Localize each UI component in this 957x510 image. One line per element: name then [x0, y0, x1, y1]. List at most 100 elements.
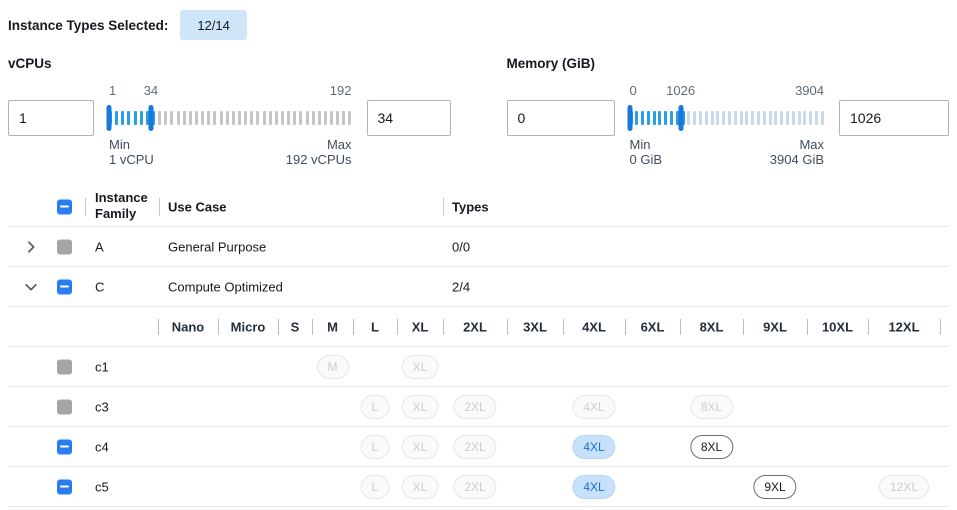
slider-tick — [219, 111, 223, 125]
slider-tick — [768, 111, 772, 125]
instance-checkbox-c1 — [57, 359, 72, 374]
slider-tick — [786, 111, 790, 125]
size-pill-c3-xl: XL — [401, 394, 439, 419]
size-pill-c5-l: L — [360, 474, 390, 499]
size-column-header-3xl: 3XL — [523, 319, 547, 334]
instance-checkbox-c5[interactable] — [57, 479, 72, 494]
slider-tick — [646, 111, 650, 125]
slider-tick — [164, 111, 168, 125]
size-column-header-8xl: 8XL — [699, 319, 724, 334]
slider-tick — [757, 111, 761, 125]
instance-row-c3: c3 L XL 2XL 4XL 8XL — [8, 387, 949, 427]
slider-tick — [710, 111, 714, 125]
vcpus-slider-labels: 1 34 192 — [109, 80, 352, 100]
size-pill-c4-8xl[interactable]: 8XL — [689, 434, 734, 459]
expand-chevron-icon[interactable] — [22, 238, 40, 256]
vcpus-max-input[interactable] — [366, 100, 451, 136]
slider-handle-min[interactable] — [627, 105, 632, 131]
filters-section: vCPUs 1 34 192 Min Max 1 vCPU — [8, 56, 949, 167]
instance-family-table: Instance Family Use Case Types A General … — [8, 187, 949, 507]
memory-max-input[interactable] — [839, 100, 949, 136]
size-column-header-12xl: 12XL — [888, 319, 920, 334]
use-case: General Purpose — [168, 239, 267, 254]
size-pill-c4-2xl: 2XL — [453, 434, 497, 459]
slider-tick — [815, 111, 818, 125]
slider-tick — [287, 111, 291, 125]
collapse-chevron-icon[interactable] — [22, 278, 40, 296]
slider-handle-max[interactable] — [148, 105, 154, 131]
slider-tick — [194, 111, 198, 125]
vcpus-min-input[interactable] — [8, 100, 94, 136]
size-pill-c5-12xl: 12XL — [878, 474, 930, 499]
size-column-header-micro: Micro — [230, 319, 266, 334]
size-column-divider — [743, 318, 744, 335]
vcpus-slider: 1 34 192 Min Max 1 vCPU 192 vCPUs — [106, 80, 352, 167]
slider-tick — [231, 111, 235, 125]
memory-max-detail: 3904 GiB — [769, 152, 824, 167]
slider-tick — [280, 111, 284, 125]
vcpus-slider-track[interactable] — [106, 100, 352, 136]
slider-tick — [299, 111, 303, 125]
column-header-instance-family: Instance Family — [95, 189, 148, 222]
size-pill-c1-m: M — [316, 354, 349, 379]
slider-tick — [722, 111, 726, 125]
size-pill-c4-4xl[interactable]: 4XL — [572, 434, 616, 459]
slider-handle-max[interactable] — [678, 105, 684, 131]
size-column-divider — [353, 318, 354, 335]
slider-tick — [820, 111, 824, 125]
slider-tick — [716, 111, 720, 125]
family-checkbox-C[interactable] — [57, 279, 72, 294]
table-body: A General Purpose 0/0 C Compute Optimized 2/4… — [8, 227, 949, 507]
size-column-header-m: M — [327, 319, 338, 334]
slider-tick — [745, 111, 749, 125]
size-column-header-nano: Nano — [171, 319, 205, 334]
slider-tick — [293, 111, 297, 125]
memory-slider-handle-label: 1026 — [666, 83, 696, 98]
slider-tick — [317, 111, 321, 125]
slider-tick — [250, 111, 254, 125]
slider-tick — [681, 111, 685, 125]
slider-tick — [641, 111, 645, 125]
vcpus-min-detail: 1 vCPU — [109, 152, 154, 167]
vcpus-filter-group: vCPUs 1 34 192 Min Max 1 vCPU — [8, 56, 451, 167]
column-header-use-case: Use Case — [168, 199, 227, 214]
size-column-header-9xl: 9XL — [763, 319, 787, 334]
size-column-divider — [940, 318, 941, 335]
slider-tick — [803, 111, 807, 125]
size-column-divider — [278, 318, 279, 335]
selected-count-badge: 12/14 — [180, 10, 247, 40]
slider-tick — [182, 111, 186, 125]
instance-checkbox-c4[interactable] — [57, 439, 72, 454]
size-header-row: Nano Micro S M L XL 2XL 3XL 4XL 6XL 8XL 9XL 10XL 12XL — [8, 307, 949, 347]
slider-handle-min[interactable] — [106, 105, 112, 131]
size-column-header-2xl: 2XL — [463, 319, 487, 334]
slider-tick — [348, 111, 352, 125]
slider-tick — [305, 111, 309, 125]
slider-tick — [675, 111, 679, 125]
memory-slider-end-label: 3904 — [795, 83, 824, 98]
size-column-header-s: S — [290, 319, 300, 334]
vcpus-max-detail: 192 vCPUs — [285, 152, 352, 167]
size-pill-c5-4xl[interactable]: 4XL — [572, 474, 616, 499]
column-divider — [85, 197, 86, 216]
slider-tick — [158, 111, 162, 125]
size-column-header-4xl: 4XL — [582, 319, 606, 334]
memory-min-detail: 0 GiB — [629, 152, 663, 167]
slider-tick — [751, 111, 755, 125]
size-column-header-10xl: 10XL — [821, 319, 854, 334]
size-column-divider — [158, 318, 159, 335]
vcpus-max-caption: Max — [326, 137, 352, 152]
size-column-divider — [218, 318, 219, 335]
vcpus-slider-start-label: 1 — [109, 83, 117, 98]
size-pill-c5-9xl[interactable]: 9XL — [753, 474, 797, 499]
slider-tick — [268, 111, 272, 125]
size-column-divider — [507, 318, 508, 335]
memory-min-input[interactable] — [506, 100, 615, 136]
slider-tick — [274, 111, 278, 125]
slider-tick — [664, 111, 668, 125]
size-pill-c3-l: L — [360, 394, 390, 419]
column-divider — [443, 197, 444, 216]
select-all-checkbox[interactable] — [57, 199, 72, 214]
memory-slider-track[interactable] — [627, 100, 825, 136]
slider-tick — [780, 111, 784, 125]
